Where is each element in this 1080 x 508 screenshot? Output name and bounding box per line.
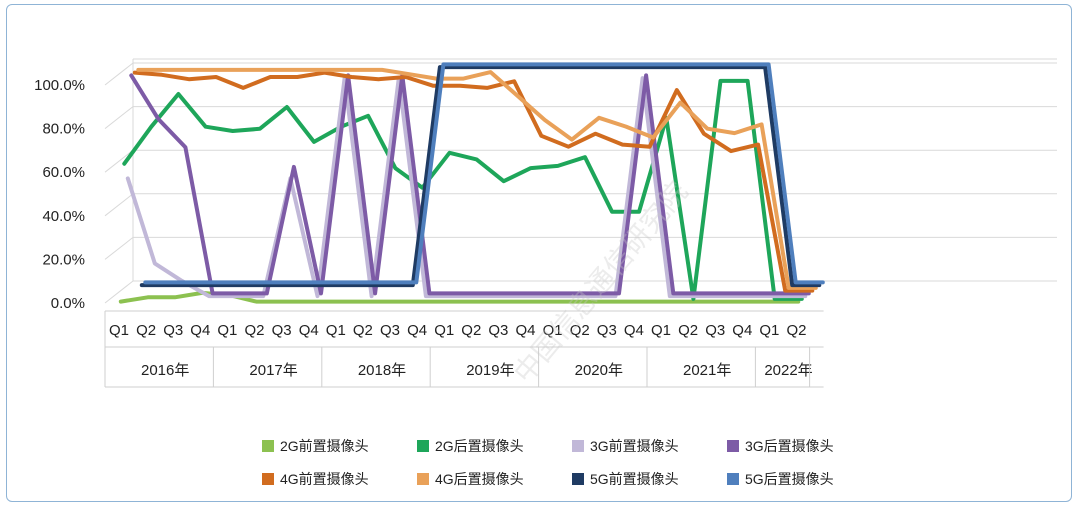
- x-tick-label: Q2: [786, 322, 806, 339]
- x-tick-label: Q1: [109, 322, 129, 339]
- x-tick-label: Q1: [543, 322, 563, 339]
- x-tick-label: Q3: [705, 322, 725, 339]
- year-label: 2019年: [466, 362, 514, 379]
- series-line: [132, 70, 815, 293]
- legend-swatch: [262, 473, 274, 485]
- legend-label: 4G前置摄像头: [280, 471, 369, 487]
- x-tick-label: Q1: [651, 322, 671, 339]
- legend-label: 5G后置摄像头: [745, 471, 834, 487]
- series-line: [122, 78, 804, 301]
- x-tick-label: Q2: [570, 322, 590, 339]
- y-tick-label: 100.0%: [34, 77, 85, 94]
- legend-label: 2G前置摄像头: [280, 438, 369, 454]
- series-layer: [118, 62, 825, 304]
- x-tick-label: Q4: [624, 322, 644, 339]
- year-label: 2020年: [575, 362, 623, 379]
- y-tick-label: 20.0%: [42, 251, 85, 268]
- x-tick-label: Q3: [597, 322, 617, 339]
- legend-swatch: [572, 473, 584, 485]
- year-label: 2021年: [683, 362, 731, 379]
- legend-label: 5G前置摄像头: [590, 471, 679, 487]
- y-tick-label: 40.0%: [42, 208, 85, 225]
- x-tick-label: Q3: [163, 322, 183, 339]
- x-tick-label: Q4: [190, 322, 210, 339]
- x-tick-label: Q4: [515, 322, 535, 339]
- gridline-depth: [104, 106, 134, 129]
- legend-label: 3G前置摄像头: [590, 438, 679, 454]
- x-tick-label: Q2: [353, 322, 373, 339]
- x-tick-label: Q1: [217, 322, 237, 339]
- x-tick-label: Q4: [407, 322, 427, 339]
- x-tick-label: Q4: [299, 322, 319, 339]
- gridline-depth: [104, 149, 134, 173]
- y-tick-label: 60.0%: [42, 164, 85, 181]
- year-label: 2018年: [358, 362, 406, 379]
- axis-layer: 0.0% 20.0% 40.0% 60.0% 80.0% 100.0% Q1 Q2 Q3 Q4 Q1…: [34, 77, 824, 388]
- x-tick-label: Q4: [732, 322, 752, 339]
- x-tick-label: Q1: [434, 322, 454, 339]
- x-tick-label: Q3: [380, 322, 400, 339]
- x-tick-label: Q1: [759, 322, 779, 339]
- series-line: [143, 62, 825, 285]
- legend: 2G前置摄像头 2G后置摄像头 3G前置摄像头 3G后置摄像头 4G前置摄像头 4G后置摄…: [262, 438, 834, 487]
- legend-swatch: [727, 440, 739, 452]
- year-label: 2017年: [249, 362, 297, 379]
- x-tick-label: Q1: [326, 322, 346, 339]
- series-line: [125, 76, 808, 299]
- grid-layer: [104, 58, 1057, 304]
- gridline-depth: [104, 237, 134, 260]
- series-line: [129, 73, 811, 296]
- legend-label: 2G后置摄像头: [435, 438, 524, 454]
- y-tick-label: 80.0%: [42, 121, 85, 138]
- x-tick-label: Q2: [461, 322, 481, 339]
- year-label: 2022年: [764, 362, 812, 379]
- y-tick-label: 0.0%: [51, 295, 85, 312]
- gridline-depth: [104, 193, 134, 217]
- legend-swatch: [572, 440, 584, 452]
- series-line: [136, 67, 818, 290]
- gridline-depth: [104, 62, 134, 86]
- line-chart: 0.0% 20.0% 40.0% 60.0% 80.0% 100.0% Q1 Q2 Q3 Q4 Q1…: [34, 58, 1057, 487]
- legend-swatch: [417, 440, 429, 452]
- x-tick-label: Q3: [272, 322, 292, 339]
- series-line: [139, 65, 822, 288]
- gridline-depth: [104, 280, 134, 304]
- x-tick-label: Q2: [678, 322, 698, 339]
- x-tick-label: Q3: [488, 322, 508, 339]
- legend-swatch: [417, 473, 429, 485]
- legend-label: 3G后置摄像头: [745, 438, 834, 454]
- legend-label: 4G后置摄像头: [435, 471, 524, 487]
- year-label: 2016年: [141, 362, 189, 379]
- legend-swatch: [262, 440, 274, 452]
- legend-swatch: [727, 473, 739, 485]
- x-tick-label: Q2: [136, 322, 156, 339]
- x-tick-label: Q2: [244, 322, 264, 339]
- chart-frame: 0.0% 20.0% 40.0% 60.0% 80.0% 100.0% Q1 Q2 Q3 Q4 Q1…: [6, 4, 1072, 502]
